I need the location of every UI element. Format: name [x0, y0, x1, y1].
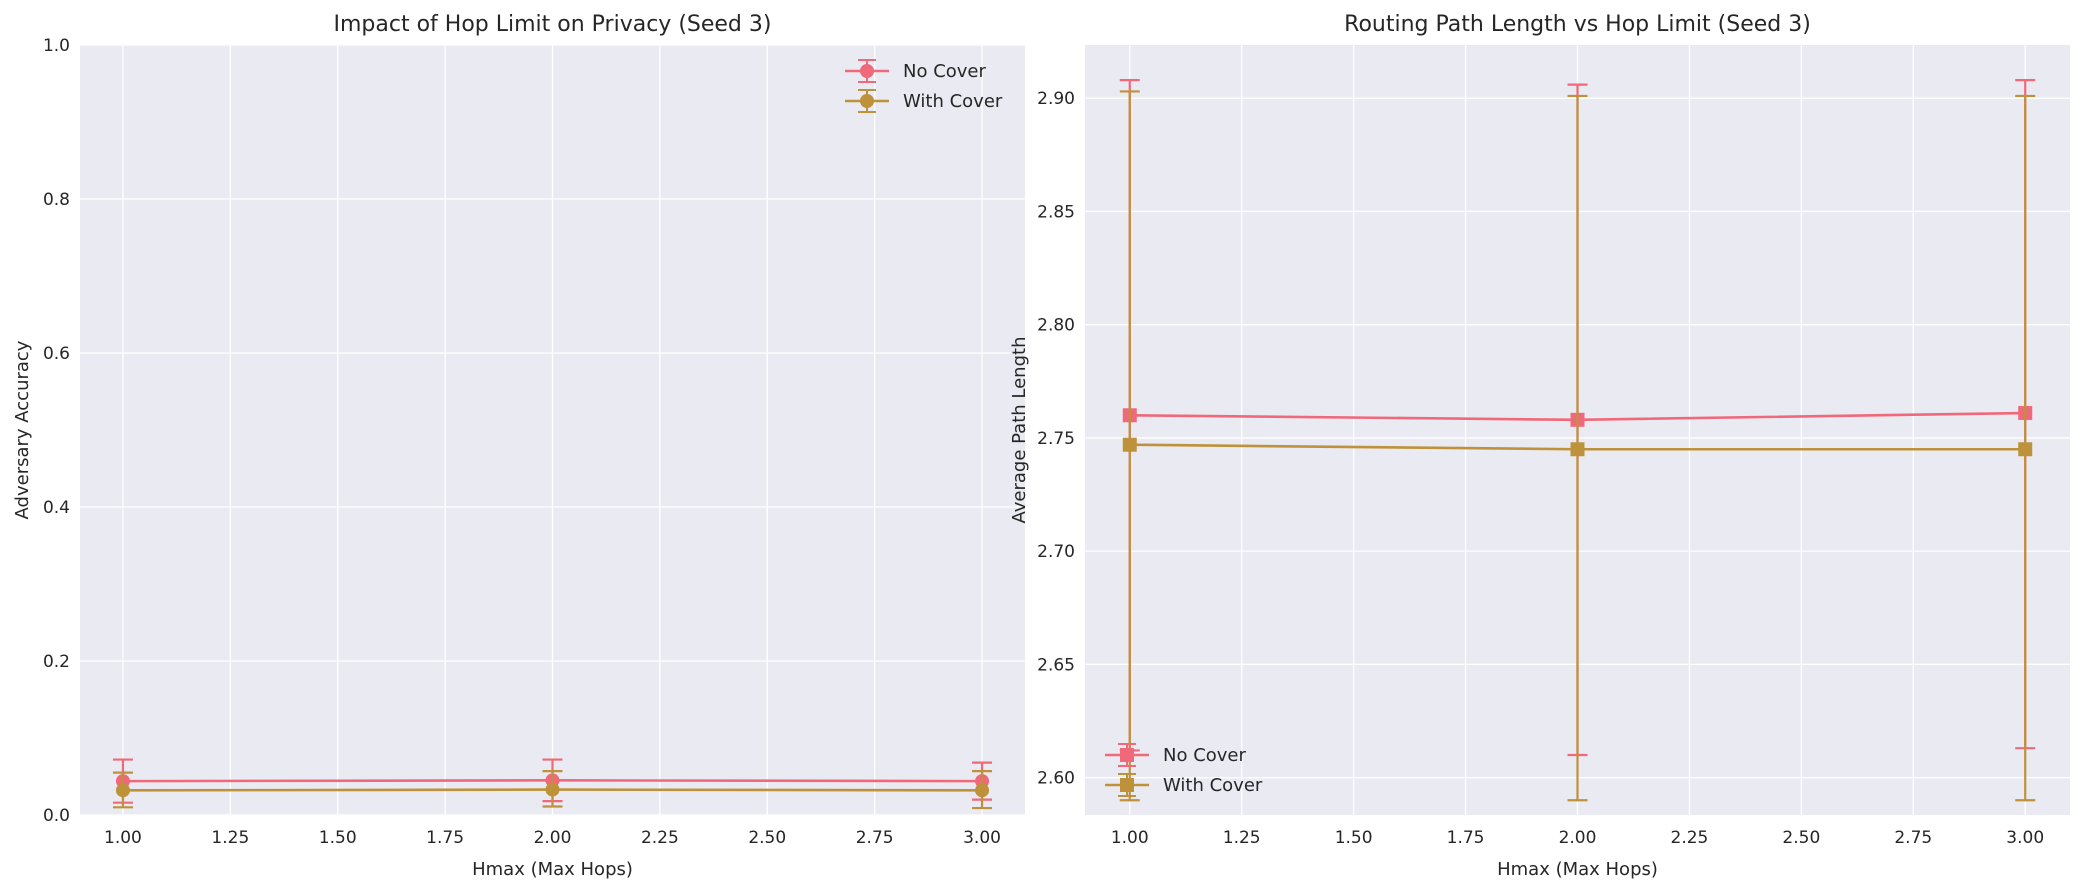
- y-tick-label: 2.85: [1037, 202, 1075, 222]
- x-tick-label: 1.25: [211, 828, 249, 848]
- y-tick-label: 0.6: [43, 344, 70, 364]
- legend-marker: [860, 64, 874, 78]
- legend-marker: [1120, 748, 1134, 762]
- y-axis-label: Adversary Accuracy: [12, 340, 33, 519]
- data-point: [1122, 437, 1137, 452]
- data-point: [115, 783, 130, 798]
- chart-title: Impact of Hop Limit on Privacy (Seed 3): [334, 12, 772, 37]
- y-tick-label: 0.4: [43, 498, 70, 518]
- x-tick-label: 2.50: [748, 828, 786, 848]
- x-tick-label: 1.50: [319, 828, 357, 848]
- x-tick-label: 2.25: [1671, 828, 1709, 848]
- y-tick-label: 2.65: [1037, 655, 1075, 675]
- x-tick-label: 2.75: [856, 828, 894, 848]
- legend-label: With Cover: [903, 91, 1003, 112]
- data-point: [975, 783, 990, 798]
- legend-item: No Cover: [1105, 743, 1247, 767]
- y-tick-label: 2.90: [1037, 89, 1075, 109]
- x-tick-label: 1.00: [1111, 828, 1149, 848]
- legend-item: With Cover: [845, 89, 1003, 113]
- x-tick-label: 1.50: [1335, 828, 1373, 848]
- chart-title: Routing Path Length vs Hop Limit (Seed 3…: [1344, 12, 1811, 37]
- legend: No Cover With Cover: [1105, 743, 1263, 797]
- y-tick-label: 0.0: [43, 806, 70, 826]
- y-tick-label: 0.8: [43, 190, 70, 210]
- x-axis-label: Hmax (Max Hops): [1497, 859, 1658, 880]
- y-tick-label: 1.0: [43, 36, 70, 56]
- legend-marker: [1120, 778, 1134, 792]
- x-tick-label: 1.75: [1447, 828, 1485, 848]
- x-tick-label: 2.75: [1894, 828, 1932, 848]
- x-axis-label: Hmax (Max Hops): [472, 859, 633, 880]
- chart-panel-1: 1.00 1.25 1.50 1.75 2.00 2.25 2.50 2.75 3.00 0.0 0…: [12, 12, 1025, 880]
- y-tick-label: 2.60: [1037, 769, 1075, 789]
- data-point: [1570, 442, 1585, 457]
- legend-label: No Cover: [903, 61, 987, 82]
- x-tick-label: 1.00: [104, 828, 142, 848]
- x-tick-label: 2.00: [534, 828, 572, 848]
- y-tick-label: 2.70: [1037, 542, 1075, 562]
- x-tick-label: 2.50: [1782, 828, 1820, 848]
- data-point: [545, 782, 560, 797]
- series-with-cover: [112, 770, 993, 810]
- y-axis-label: Average Path Length: [1009, 337, 1030, 524]
- series-with-cover: [1119, 90, 2036, 802]
- legend-marker: [860, 94, 874, 108]
- x-tick-label: 3.00: [2006, 828, 2044, 848]
- y-tick-label: 0.2: [43, 652, 70, 672]
- x-tick-label: 3.00: [963, 828, 1001, 848]
- x-tick-label: 1.75: [426, 828, 464, 848]
- legend-item: With Cover: [1105, 773, 1263, 797]
- y-tick-label: 2.80: [1037, 316, 1075, 336]
- data-point: [2018, 442, 2033, 457]
- y-tick-label: 2.75: [1037, 429, 1075, 449]
- x-tick-label: 2.00: [1559, 828, 1597, 848]
- legend-label: With Cover: [1163, 775, 1263, 796]
- chart-panel-2: 1.00 1.25 1.50 1.75 2.00 2.25 2.50 2.75 3.00 2.60…: [1009, 12, 2070, 880]
- legend: No Cover With Cover: [845, 59, 1003, 113]
- x-tick-label: 1.25: [1223, 828, 1261, 848]
- legend-label: No Cover: [1163, 745, 1247, 766]
- x-tick-label: 2.25: [641, 828, 679, 848]
- legend-item: No Cover: [845, 59, 987, 83]
